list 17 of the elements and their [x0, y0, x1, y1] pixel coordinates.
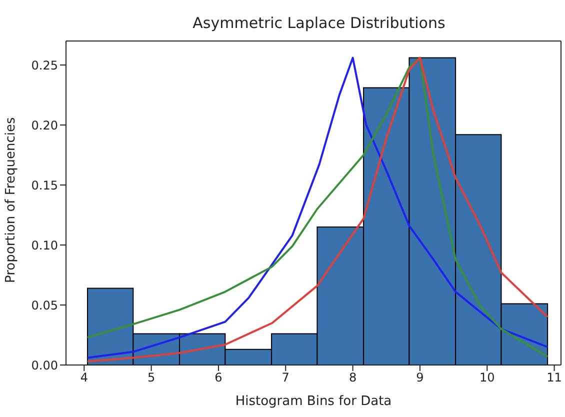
y-tick-label: 0.15	[31, 178, 58, 192]
x-tick-label: 8	[348, 370, 357, 385]
chart-title: Asymmetric Laplace Distributions	[192, 14, 446, 32]
x-tick-label: 7	[282, 370, 290, 385]
y-tick-label: 0.10	[31, 238, 58, 252]
x-axis-title: Histogram Bins for Data	[235, 394, 392, 409]
x-tick-label: 6	[214, 370, 222, 385]
y-tick-label: 0.20	[31, 118, 58, 132]
x-tick-label: 9	[416, 370, 424, 385]
y-tick-label: 0.00	[31, 358, 58, 372]
x-tick-label: 5	[147, 370, 156, 385]
y-tick-label: 0.25	[31, 58, 58, 72]
y-tick-label: 0.05	[31, 298, 58, 312]
x-tick-label: 4	[80, 370, 88, 385]
x-tick-label: 11	[546, 370, 562, 385]
x-tick-label: 10	[479, 370, 495, 385]
y-axis-title: Proportion of Frequencies	[4, 117, 19, 283]
